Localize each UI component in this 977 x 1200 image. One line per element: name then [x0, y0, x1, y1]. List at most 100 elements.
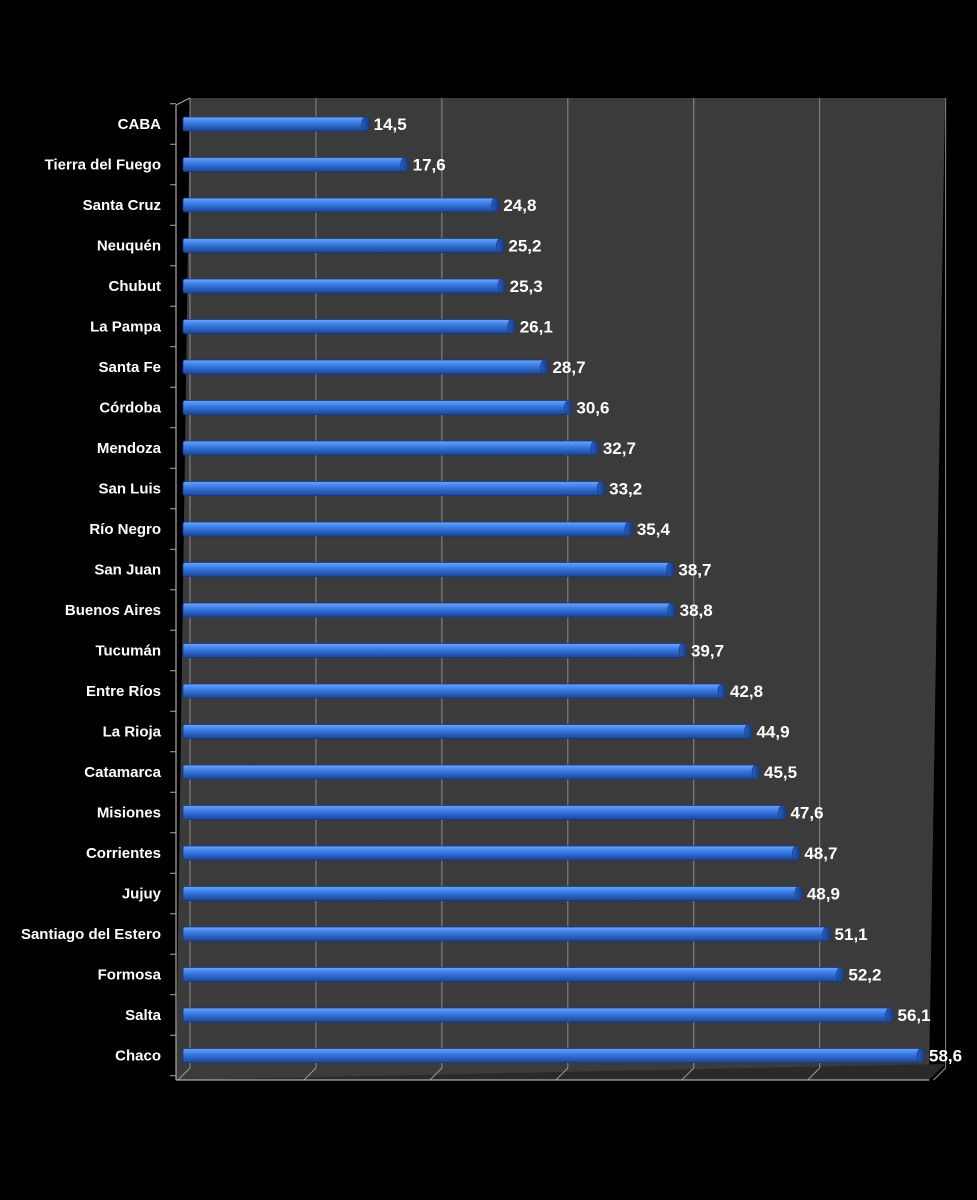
- bar-cap: [717, 683, 727, 699]
- value-label: 24,8: [503, 196, 536, 215]
- bar-cap: [666, 562, 675, 577]
- y-axis-depth: [175, 97, 191, 106]
- value-label: 47,6: [790, 804, 823, 823]
- bar: [182, 319, 513, 334]
- bar: [182, 157, 406, 172]
- plot-area: [176, 98, 945, 1080]
- bar-cap: [744, 724, 753, 739]
- bar-cap: [678, 643, 688, 658]
- value-label: 32,7: [603, 439, 636, 458]
- bar-cap: [667, 602, 676, 618]
- bar-cap: [916, 1048, 926, 1063]
- value-label: 56,1: [898, 1006, 931, 1025]
- bar: [182, 967, 841, 982]
- value-label: 25,2: [508, 237, 541, 256]
- value-label: 42,8: [730, 682, 763, 701]
- value-label: 35,4: [637, 520, 671, 539]
- bar: [182, 1007, 890, 1023]
- category-label: Santa Cruz: [83, 197, 161, 214]
- gridline-floor: [429, 1067, 443, 1081]
- value-label: 39,7: [691, 642, 724, 661]
- bar-cap: [792, 845, 801, 861]
- category-label: Corrientes: [86, 845, 161, 862]
- category-label: Río Negro: [89, 521, 161, 538]
- bar-cap: [794, 886, 804, 901]
- bar-cap: [496, 238, 505, 253]
- category-label: Córdoba: [99, 400, 161, 417]
- value-label: 44,9: [756, 723, 789, 742]
- bar-cap: [751, 764, 761, 780]
- category-label: Catamarca: [84, 764, 161, 781]
- value-label: 52,2: [848, 966, 881, 985]
- bar: [182, 886, 800, 901]
- bar: [182, 1048, 922, 1063]
- category-label: Chaco: [115, 1048, 161, 1065]
- value-label: 48,7: [804, 844, 837, 863]
- category-label: Salta: [125, 1007, 162, 1024]
- bar: [182, 278, 503, 294]
- category-label: Jujuy: [122, 886, 162, 903]
- category-label: Neuquén: [97, 238, 161, 255]
- bar-cap: [590, 440, 600, 456]
- value-label: 28,7: [552, 358, 585, 377]
- bar: [182, 400, 569, 415]
- category-label: Tierra del Fuego: [45, 157, 161, 174]
- bar-cap: [507, 319, 516, 334]
- category-label: La Pampa: [90, 319, 162, 336]
- gridline-floor: [807, 1067, 821, 1081]
- bar: [182, 683, 723, 699]
- category-label: Mendoza: [97, 440, 162, 457]
- bar-cap: [564, 400, 573, 415]
- gridline-floor: [933, 1067, 946, 1081]
- category-label: Chubut: [109, 278, 161, 295]
- gridline-floor: [681, 1067, 695, 1081]
- value-label: 33,2: [609, 480, 642, 499]
- value-label: 14,5: [374, 115, 407, 134]
- category-label: Santiago del Estero: [21, 926, 161, 943]
- bar-cap: [596, 481, 606, 496]
- value-label: 30,6: [576, 399, 609, 418]
- category-label: San Juan: [94, 562, 161, 579]
- value-label: 26,1: [520, 318, 553, 337]
- bar: [182, 926, 827, 942]
- bar: [182, 764, 757, 780]
- bar-cap: [885, 1007, 894, 1023]
- bar-cap: [822, 926, 831, 942]
- value-label: 38,8: [680, 601, 713, 620]
- bar: [182, 238, 501, 253]
- bar: [182, 724, 749, 739]
- value-label: 17,6: [413, 156, 446, 175]
- bar: [182, 602, 673, 618]
- gridline-floor: [303, 1067, 317, 1081]
- bar-cap: [491, 197, 500, 213]
- category-label: La Rioja: [103, 724, 162, 741]
- value-label: 38,7: [678, 561, 711, 580]
- bar: [182, 440, 596, 456]
- bar-cap: [836, 967, 845, 982]
- bar-cap: [778, 805, 787, 820]
- category-label: Buenos Aires: [65, 602, 161, 619]
- bar-cap: [624, 521, 634, 537]
- bar: [182, 197, 496, 213]
- category-label: Entre Ríos: [86, 683, 161, 700]
- category-label: San Luis: [98, 481, 161, 498]
- bar: [182, 481, 602, 496]
- category-label: Tucumán: [95, 643, 161, 660]
- category-label: Misiones: [97, 805, 161, 822]
- bar: [182, 359, 545, 375]
- category-label: Formosa: [98, 967, 162, 984]
- bar: [182, 805, 783, 820]
- value-label: 48,9: [807, 885, 840, 904]
- bar-cap: [400, 157, 409, 172]
- bar: [182, 521, 630, 537]
- category-label: CABA: [118, 116, 161, 133]
- category-label: Santa Fe: [98, 359, 161, 376]
- value-label: 45,5: [764, 763, 797, 782]
- bar: [182, 116, 367, 132]
- bar-cap: [497, 278, 506, 294]
- value-label: 58,6: [929, 1047, 962, 1066]
- bar-cap: [361, 116, 370, 132]
- bar: [182, 643, 684, 658]
- gridline-floor: [177, 1067, 191, 1081]
